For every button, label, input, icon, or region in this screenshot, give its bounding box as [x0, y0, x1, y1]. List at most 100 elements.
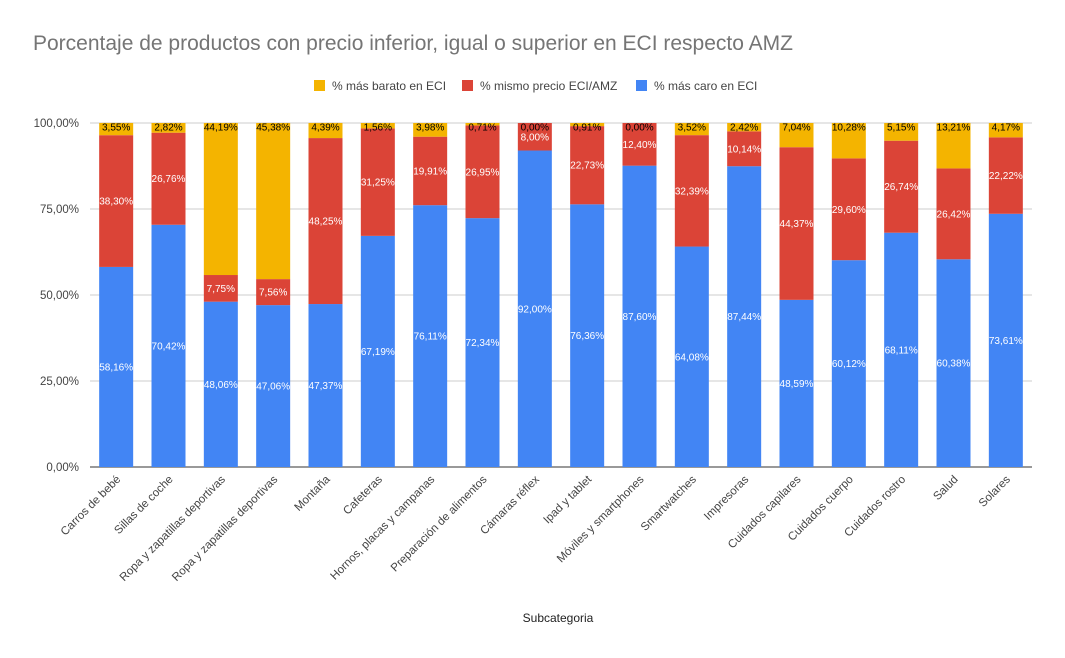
- x-tick-label: Salud: [931, 474, 960, 503]
- bar-segment: [517, 150, 552, 467]
- data-label: 72,34%: [466, 338, 500, 349]
- y-tick-label: 75,00%: [40, 204, 79, 216]
- data-label: 0,00%: [625, 123, 653, 134]
- data-label: 31,25%: [361, 178, 395, 189]
- y-tick-label: 25,00%: [40, 376, 79, 388]
- bar-segment: [674, 123, 709, 136]
- bar-segment: [831, 260, 866, 467]
- legend-swatch: [462, 80, 473, 91]
- x-tick-label: Smartwatches: [639, 473, 699, 533]
- data-label: 26,74%: [884, 182, 918, 193]
- bar-segment: [570, 123, 605, 127]
- data-label: 73,61%: [989, 336, 1023, 347]
- data-label: 70,42%: [152, 341, 186, 352]
- bar-segment: [936, 122, 971, 169]
- bar-segment: [308, 138, 343, 305]
- bar-segment: [465, 218, 500, 467]
- bar-segment: [884, 140, 919, 233]
- data-label: 26,95%: [466, 167, 500, 178]
- bar-segment: [256, 305, 291, 467]
- data-label: 60,38%: [937, 359, 971, 370]
- data-label: 48,59%: [780, 379, 814, 390]
- data-label: 10,28%: [832, 123, 866, 134]
- data-label: 76,11%: [414, 332, 447, 343]
- data-label: 0,91%: [573, 123, 601, 134]
- bar-segment: [151, 132, 186, 225]
- data-label: 26,76%: [152, 174, 186, 185]
- bar-segment: [413, 136, 448, 206]
- data-label: 64,08%: [675, 352, 709, 363]
- x-tick-label: Móviles y smartphones: [555, 473, 647, 565]
- bar-segment: [988, 137, 1023, 214]
- data-label: 32,39%: [675, 186, 709, 197]
- data-label: 3,98%: [416, 123, 444, 134]
- data-label: 26,42%: [937, 209, 971, 220]
- bar-segment: [203, 123, 238, 276]
- bar-segment: [674, 246, 709, 467]
- x-tick-label: Ipad y tablet: [541, 473, 594, 526]
- chart-title: Porcentaje de productos con precio infer…: [33, 32, 793, 55]
- legend-label: % más caro en ECI: [654, 79, 757, 93]
- data-label: 3,52%: [678, 123, 706, 134]
- data-label: 48,25%: [309, 217, 343, 228]
- bar-segment: [413, 205, 448, 468]
- bar-segment: [988, 123, 1023, 138]
- bar-segment: [360, 128, 395, 236]
- bar-segment: [99, 122, 134, 136]
- data-label: 76,36%: [570, 331, 604, 342]
- data-label: 68,11%: [885, 345, 918, 356]
- data-label: 7,04%: [782, 123, 810, 134]
- bar-segment: [779, 123, 814, 148]
- bar-segment: [936, 259, 971, 467]
- data-label: 87,60%: [623, 312, 657, 323]
- bar-segment: [465, 125, 500, 219]
- data-label: 48,06%: [204, 380, 238, 391]
- data-label: 8,00%: [521, 132, 549, 143]
- bar-segment: [831, 123, 866, 159]
- y-tick-label: 50,00%: [40, 290, 79, 302]
- bar-segment: [360, 235, 395, 467]
- bar-segment: [308, 304, 343, 467]
- x-tick-label: Montaña: [292, 473, 333, 514]
- bar-segment: [203, 301, 238, 467]
- legend-swatch: [314, 80, 325, 91]
- data-label: 44,19%: [204, 123, 238, 134]
- bar-segment: [151, 224, 186, 467]
- data-label: 2,82%: [154, 123, 182, 134]
- bar-segment: [308, 122, 343, 139]
- bar-segment: [674, 135, 709, 247]
- bar-segment: [988, 213, 1023, 467]
- x-tick-label: Ropa y zapatillas deportivas: [170, 473, 280, 583]
- bar-segment: [622, 123, 657, 166]
- data-label: 7,56%: [259, 288, 287, 299]
- bar-segment: [203, 275, 238, 302]
- data-label: 92,00%: [518, 304, 552, 315]
- bar-segment: [779, 299, 814, 467]
- x-axis-title: Subcategoria: [523, 611, 594, 625]
- bar-segment: [151, 123, 186, 133]
- bar-segment: [831, 158, 866, 261]
- data-label: 44,37%: [780, 219, 814, 230]
- bar-segment: [360, 123, 395, 129]
- legend-label: % mismo precio ECI/AMZ: [480, 79, 617, 93]
- bar-segment: [99, 266, 134, 467]
- bar-segment: [727, 123, 762, 132]
- bar-segment: [413, 123, 448, 137]
- bar-segment: [779, 147, 814, 300]
- x-tick-label: Cafeteras: [341, 473, 385, 517]
- data-label: 47,37%: [309, 381, 343, 392]
- legend-label: % más barato en ECI: [332, 79, 446, 93]
- bar-segment: [99, 135, 134, 267]
- data-label: 22,22%: [989, 171, 1023, 182]
- bar-segment: [517, 123, 552, 151]
- bar-segment: [622, 165, 657, 467]
- bar-segment: [256, 123, 291, 280]
- x-tick-label: Solares: [977, 473, 1013, 509]
- data-label: 0,71%: [468, 123, 496, 134]
- data-label: 5,15%: [887, 123, 915, 134]
- data-label: 0,00%: [521, 123, 549, 134]
- bar-segment: [570, 126, 605, 205]
- bar-segment: [727, 131, 762, 167]
- bar-segment: [570, 204, 605, 467]
- bar-segment: [936, 168, 971, 260]
